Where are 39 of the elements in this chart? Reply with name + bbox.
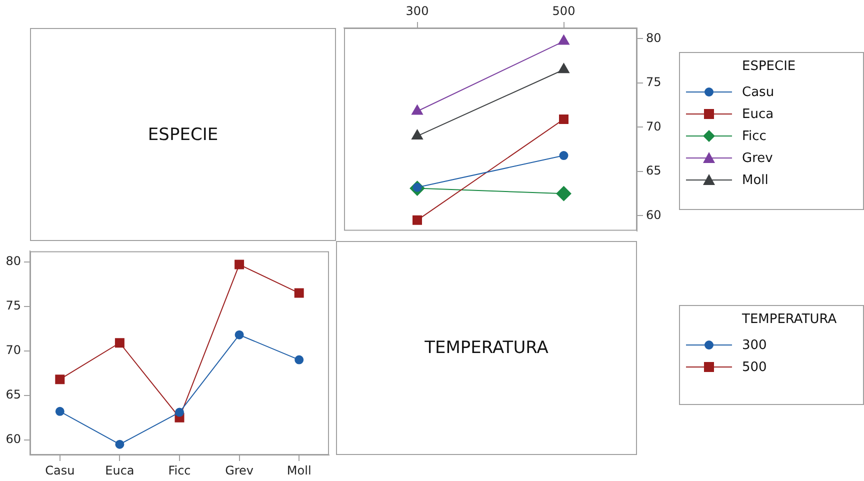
x-axis-title: TEMPERATURA — [336, 241, 637, 455]
x-tick-label: Grev — [225, 463, 254, 478]
y-tick-label: 65 — [646, 164, 662, 178]
y-tick-label: 60 — [6, 432, 21, 446]
y-tick-label: 70 — [6, 343, 21, 357]
legend-label: Ficc — [742, 128, 766, 144]
legend-label: 300 — [742, 338, 767, 352]
legend-label: 500 — [742, 360, 767, 374]
point — [234, 260, 244, 270]
legend-label: Grev — [742, 150, 773, 166]
y-tick-label: 60 — [646, 208, 662, 222]
point — [234, 330, 244, 340]
x-axis-title: ESPECIE — [30, 28, 336, 241]
x-tick-label: Moll — [286, 463, 312, 478]
x-tick-label: Ficc — [168, 463, 191, 478]
legend-title: TEMPERATURA — [742, 312, 838, 329]
y-tick-label: 70 — [646, 119, 662, 134]
legend-label: Moll — [742, 172, 768, 188]
point — [55, 406, 64, 416]
y-tick-label: 75 — [646, 75, 662, 90]
y-tick-label: 75 — [6, 298, 21, 312]
point — [556, 186, 572, 202]
x-tick-label: Casu — [45, 463, 75, 478]
legend-title: ESPECIE — [742, 59, 797, 76]
legend-label: Euca — [742, 106, 774, 122]
x-tick-label: Euca — [105, 463, 134, 478]
point — [55, 374, 65, 384]
y-tick-label: 65 — [6, 388, 21, 402]
point — [412, 215, 422, 225]
point — [559, 151, 568, 160]
point — [175, 408, 184, 417]
legend-label: Casu — [742, 84, 774, 100]
point — [115, 440, 124, 449]
y-tick-label: 80 — [6, 254, 21, 268]
point — [294, 288, 304, 298]
point — [294, 355, 304, 364]
y-tick-label: 80 — [646, 30, 662, 45]
point — [114, 338, 124, 348]
point — [559, 114, 568, 124]
